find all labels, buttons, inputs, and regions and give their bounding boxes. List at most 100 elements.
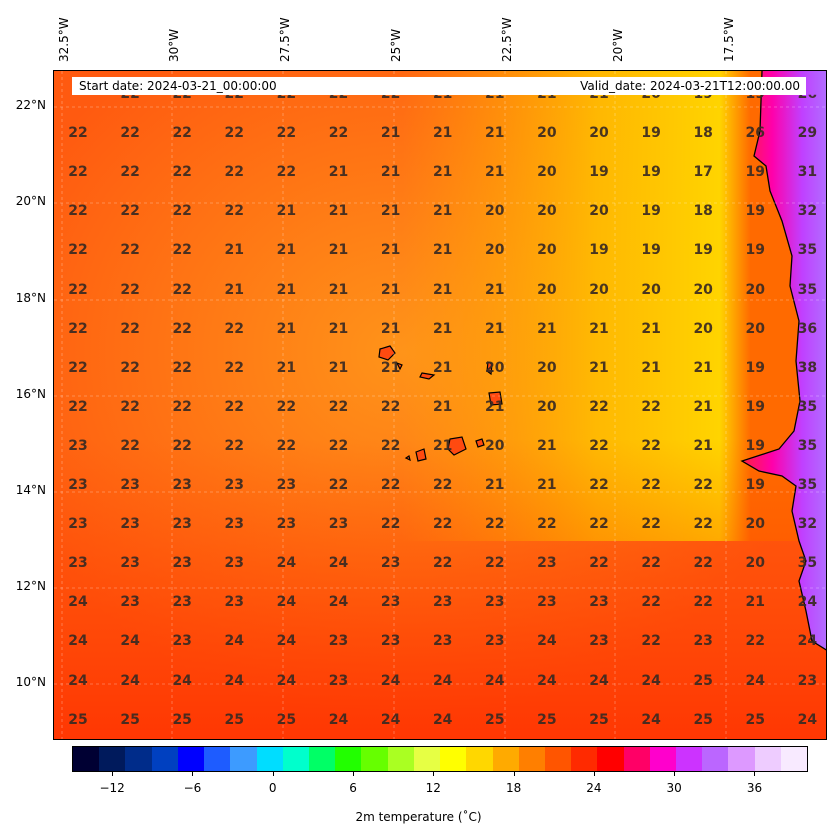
temperature-value: 17 bbox=[693, 164, 713, 181]
temperature-value: 23 bbox=[589, 633, 609, 650]
temperature-value: 23 bbox=[380, 594, 401, 611]
temperature-value: 22 bbox=[589, 516, 609, 533]
temperature-value: 20 bbox=[485, 359, 505, 376]
temperature-value: 23 bbox=[485, 594, 505, 611]
colorbar bbox=[72, 746, 808, 772]
latitude-label: 18°N bbox=[15, 291, 46, 305]
temperature-value: 22 bbox=[641, 516, 661, 533]
temperature-value: 23 bbox=[68, 477, 88, 493]
temperature-value: 24 bbox=[745, 672, 766, 689]
temperature-value: 19 bbox=[693, 242, 713, 259]
temperature-value: 23 bbox=[276, 477, 297, 493]
temperature-value: 21 bbox=[328, 320, 349, 337]
colorbar-segment bbox=[649, 747, 677, 771]
temperature-value: 22 bbox=[68, 164, 88, 181]
temperature-value: 22 bbox=[172, 281, 192, 298]
temperature-value: 19 bbox=[745, 398, 766, 415]
temperature-value: 22 bbox=[432, 516, 453, 533]
temperature-value: 24 bbox=[537, 633, 557, 650]
temperature-value: 21 bbox=[328, 203, 349, 220]
temperature-value: 19 bbox=[589, 164, 609, 181]
temperature-value: 22 bbox=[120, 95, 139, 102]
temperature-value: 22 bbox=[589, 398, 609, 415]
colorbar-tick bbox=[353, 772, 355, 776]
temperature-value: 23 bbox=[172, 477, 192, 493]
temperature-value: 23 bbox=[380, 555, 401, 572]
temperature-value: 22 bbox=[276, 398, 297, 415]
temperature-value: 22 bbox=[485, 555, 505, 572]
temperature-value: 20 bbox=[745, 516, 766, 533]
temperature-value: 21 bbox=[380, 242, 401, 259]
temperature-value: 21 bbox=[693, 437, 713, 454]
longitude-label: 17.5°W bbox=[722, 17, 736, 62]
temperature-value: 22 bbox=[172, 320, 192, 337]
colorbar-segment bbox=[177, 747, 205, 771]
colorbar-segment bbox=[780, 747, 808, 771]
temperature-value: 24 bbox=[328, 711, 349, 728]
temperature-value: 31 bbox=[797, 164, 818, 181]
temperature-value: 23 bbox=[432, 633, 453, 650]
temperature-value: 23 bbox=[68, 516, 88, 533]
temperature-value: 22 bbox=[172, 164, 192, 181]
temperature-value: 22 bbox=[589, 555, 609, 572]
temperature-value: 35 bbox=[797, 437, 818, 454]
temperature-value: 20 bbox=[745, 555, 766, 572]
temperature-value: 23 bbox=[328, 633, 349, 650]
temperature-value: 22 bbox=[276, 164, 297, 181]
temperature-value: 19 bbox=[641, 242, 661, 259]
temperature-value: 22 bbox=[328, 437, 349, 454]
temperature-value: 22 bbox=[641, 437, 661, 454]
temperature-value: 21 bbox=[328, 164, 349, 181]
cape-verde-islands bbox=[378, 345, 503, 462]
temperature-value: 24 bbox=[68, 594, 88, 611]
southern-warm bbox=[54, 71, 826, 739]
temperature-value: 20 bbox=[745, 320, 766, 337]
temperature-value: 24 bbox=[276, 555, 297, 572]
temperature-value: 19 bbox=[693, 95, 712, 102]
temperature-value: 22 bbox=[641, 398, 661, 415]
temperature-value: 23 bbox=[589, 594, 609, 611]
colorbar-tick-label: 12 bbox=[425, 781, 441, 795]
temperature-value: 22 bbox=[641, 477, 661, 493]
temperature-value: 20 bbox=[693, 281, 713, 298]
temperature-value: 21 bbox=[380, 359, 401, 376]
temperature-value: 22 bbox=[380, 437, 401, 454]
temperature-value: 23 bbox=[172, 555, 192, 572]
temperature-value: 35 bbox=[797, 398, 818, 415]
latitude-label: 10°N bbox=[15, 675, 46, 689]
colorbar-tick-label: 24 bbox=[586, 781, 602, 795]
temperature-value: 23 bbox=[120, 516, 140, 533]
temperature-value: 22 bbox=[589, 437, 609, 454]
colorbar-segment bbox=[73, 747, 100, 771]
temperature-value: 21 bbox=[537, 95, 556, 102]
temperature-value: 25 bbox=[589, 711, 609, 728]
temperature-value: 26 bbox=[745, 125, 766, 142]
temperature-value: 32 bbox=[797, 516, 818, 533]
colorbar-segment bbox=[282, 747, 309, 771]
temperature-value: 22 bbox=[537, 516, 557, 533]
temperature-value: 21 bbox=[745, 594, 766, 611]
latitude-label: 16°N bbox=[15, 387, 46, 401]
colorbar-segment bbox=[492, 747, 519, 771]
temperature-value: 19 bbox=[745, 477, 766, 493]
temperature-value: 22 bbox=[172, 398, 192, 415]
colorbar-segment bbox=[571, 747, 598, 771]
temperature-value: 20 bbox=[537, 359, 557, 376]
temperature-value: 21 bbox=[276, 203, 297, 220]
temperature-value: 22 bbox=[328, 125, 349, 142]
temperature-value: 21 bbox=[432, 320, 453, 337]
temperature-value: 26 bbox=[798, 95, 817, 102]
temperature-value: 24 bbox=[224, 633, 245, 650]
latitude-label: 14°N bbox=[15, 483, 46, 497]
temperature-value: 24 bbox=[276, 594, 297, 611]
temperature-value: 21 bbox=[537, 320, 557, 337]
temperature-value: 22 bbox=[589, 477, 609, 493]
temperature-value: 23 bbox=[537, 555, 557, 572]
temperature-value: 23 bbox=[328, 672, 349, 689]
temperature-value: 23 bbox=[537, 594, 557, 611]
temperature-value: 25 bbox=[172, 711, 192, 728]
temperature-value: 19 bbox=[745, 242, 766, 259]
temperature-value: 22 bbox=[120, 320, 140, 337]
temperature-value: 24 bbox=[797, 711, 818, 728]
temperature-value: 19 bbox=[641, 125, 661, 142]
